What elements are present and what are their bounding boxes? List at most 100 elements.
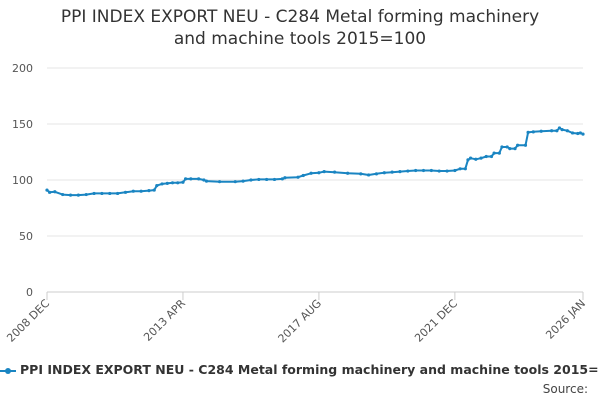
chart-title-line-1: PPI INDEX EXPORT NEU - C284 Metal formin… [60,7,540,27]
data-point[interactable] [489,154,494,159]
data-point[interactable] [84,192,88,197]
data-point[interactable] [272,177,277,182]
data-point[interactable] [202,178,206,182]
x-tick-label: 2026 JAN [543,297,588,342]
data-point[interactable] [61,192,65,197]
data-point[interactable] [233,180,237,184]
data-point[interactable] [560,128,564,132]
data-point[interactable] [189,177,193,181]
data-point[interactable] [390,170,394,174]
data-point[interactable] [421,168,426,173]
x-tick-label: 2008 DEC [4,297,52,345]
data-point[interactable] [565,129,569,133]
y-tick-label: 150 [12,118,33,131]
data-point[interactable] [523,143,528,147]
data-point[interactable] [317,171,321,175]
data-point[interactable] [170,181,175,185]
data-point[interactable] [398,170,402,174]
data-point[interactable] [458,167,462,171]
data-point[interactable] [139,189,143,193]
data-point[interactable] [466,158,470,162]
y-tick-label: 50 [19,230,33,243]
data-point[interactable] [468,156,473,160]
data-point[interactable] [45,188,49,192]
data-point[interactable] [204,179,209,183]
data-point[interactable] [257,177,261,182]
chart-title: PPI INDEX EXPORT NEU - C284 Metal formin… [0,6,600,50]
y-tick-label: 100 [12,174,33,187]
data-point[interactable] [249,178,253,182]
data-point[interactable] [497,151,501,155]
data-point[interactable] [301,173,305,178]
data-point[interactable] [181,180,185,184]
data-point[interactable] [176,181,180,185]
data-point[interactable] [500,145,504,149]
data-point[interactable] [516,143,520,147]
data-point[interactable] [217,180,222,184]
y-tick-labels: 0 50 100 150 200 [12,62,33,299]
data-point[interactable] [322,170,326,174]
data-point[interactable] [484,154,488,159]
data-point[interactable] [406,169,410,173]
data-point[interactable] [555,129,559,133]
data-point[interactable] [309,171,313,175]
data-point[interactable] [359,172,363,176]
data-point[interactable] [280,177,284,181]
data-point[interactable] [265,177,269,182]
legend[interactable]: PPI INDEX EXPORT NEU - C284 Metal formin… [0,362,600,378]
data-point[interactable] [241,179,245,183]
y-tick-label: 0 [26,286,33,299]
x-tick-label: 2017 AUG [276,297,325,346]
data-point[interactable] [513,147,517,151]
data-point[interactable] [100,191,104,196]
data-point[interactable] [445,169,449,173]
data-point[interactable] [479,156,483,160]
data-point[interactable] [68,193,73,197]
data-point[interactable] [414,168,418,173]
data-point[interactable] [123,190,128,194]
data-point[interactable] [581,132,585,136]
data-point[interactable] [550,129,554,133]
data-point[interactable] [92,191,96,196]
data-point[interactable] [183,177,188,181]
data-point[interactable] [437,169,441,173]
data-point[interactable] [526,130,530,134]
data-point[interactable] [152,188,156,192]
data-point[interactable] [374,172,379,176]
data-point[interactable] [505,145,509,149]
data-point[interactable] [539,129,543,133]
data-point[interactable] [570,131,575,135]
data-point[interactable] [165,181,169,185]
data-point[interactable] [382,171,386,175]
source-label: Source: [542,382,588,396]
data-point[interactable] [48,190,52,194]
data-point[interactable] [108,191,112,196]
data-point[interactable] [197,177,201,181]
data-point[interactable] [429,168,433,173]
data-point[interactable] [333,170,337,174]
data-point[interactable] [115,191,120,196]
data-point[interactable] [296,175,300,179]
data-point[interactable] [531,130,535,134]
data-point[interactable] [557,126,562,130]
data-point[interactable] [346,171,350,175]
data-point[interactable] [492,151,496,155]
data-point[interactable] [131,189,135,193]
x-tick-label: 2021 DEC [412,297,460,345]
data-point[interactable] [53,190,57,194]
data-point[interactable] [576,131,580,136]
data-point[interactable] [474,157,478,161]
series-line[interactable] [46,126,584,197]
data-point[interactable] [155,184,159,188]
data-point[interactable] [463,167,467,171]
data-point[interactable] [367,173,371,177]
x-tick-label: 2013 APR [141,297,188,344]
data-point[interactable] [508,147,512,151]
data-point[interactable] [160,182,164,186]
data-point[interactable] [147,189,151,193]
data-point[interactable] [76,193,80,197]
data-point[interactable] [283,176,287,180]
data-point[interactable] [578,131,582,135]
data-point[interactable] [453,168,457,173]
